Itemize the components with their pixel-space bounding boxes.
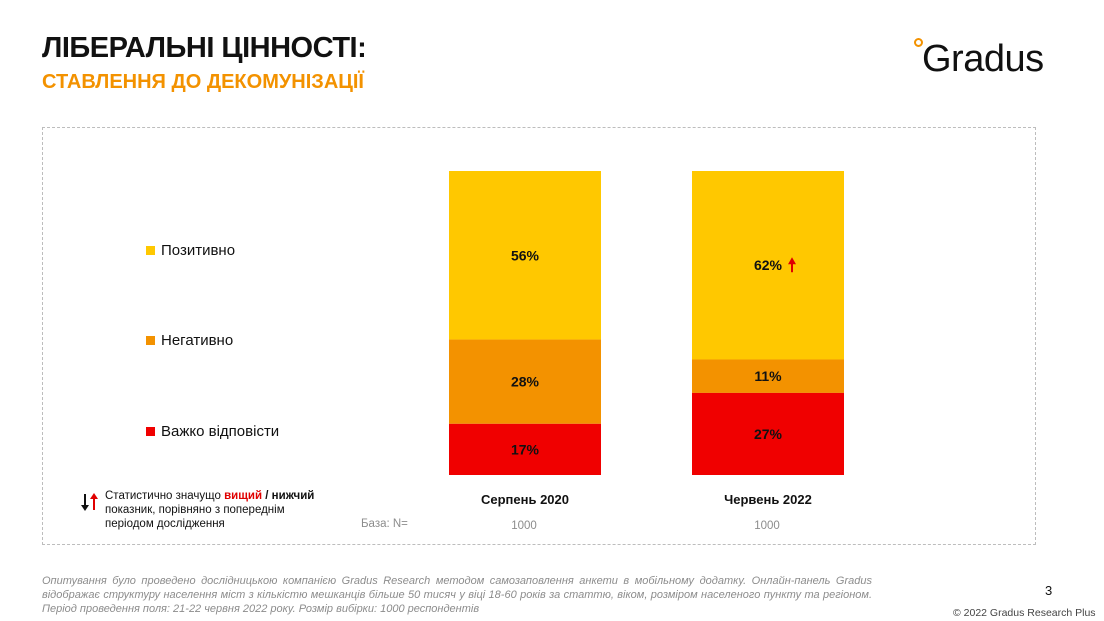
- note-prefix: Статистично значущо: [105, 490, 225, 502]
- legend-label-negative: Негативно: [161, 332, 234, 349]
- data-label-positive-1: 56%: [511, 247, 540, 263]
- category-label-1: Серпень 2020: [481, 492, 569, 507]
- category-label-2: Червень 2022: [724, 492, 812, 507]
- bar-segment-negative-2: [692, 359, 844, 393]
- legend-swatch-negative: [146, 336, 155, 345]
- note-higher: вищий: [224, 490, 263, 502]
- note-sep: /: [262, 490, 272, 502]
- legend-swatch-positive: [146, 246, 155, 255]
- note-rest: показник, порівняно з попереднім періодо…: [105, 504, 285, 530]
- page-title: ЛІБЕРАЛЬНІ ЦІННОСТІ:: [42, 32, 367, 64]
- legend-item-positive: Позитивно: [146, 242, 235, 259]
- logo-dot-icon: [914, 38, 923, 47]
- legend-label-positive: Позитивно: [161, 242, 236, 259]
- bar-segment-hard-to-say-2: [692, 392, 844, 475]
- significance-note: Статистично значущо вищий / нижчий показ…: [105, 489, 335, 531]
- gradus-logo: Gradus: [912, 36, 1062, 86]
- data-label-positive-2: 62%: [754, 257, 783, 273]
- data-label-hard-to-say-1: 17%: [511, 441, 540, 457]
- significance-arrows-icon: [81, 493, 98, 511]
- legend-item-negative: Негативно: [146, 332, 233, 349]
- legend-item-hard-to-say: Важко відповісти: [146, 423, 279, 440]
- bar-segment-positive-2: [692, 171, 844, 360]
- legend-label-hard-to-say: Важко відповісти: [161, 423, 280, 440]
- footer-methodology: Опитування було проведено дослідницькою …: [42, 575, 872, 615]
- page-subtitle: СТАВЛЕННЯ ДО ДЕКОМУНІЗАЦІЇ: [42, 71, 364, 93]
- data-label-negative-2: 11%: [754, 368, 782, 384]
- note-lower: нижчий: [271, 490, 315, 502]
- bar-segment-positive-1: [449, 171, 601, 340]
- data-label-hard-to-say-2: 27%: [754, 426, 783, 442]
- copyright: © 2022 Gradus Research Plus: [953, 607, 1096, 619]
- data-label-negative-1: 28%: [511, 374, 540, 390]
- legend-swatch-hard-to-say: [146, 427, 155, 436]
- bar-segment-negative-1: [449, 339, 601, 424]
- base-value-2: 1000: [754, 520, 780, 532]
- chart-frame: [42, 127, 1036, 545]
- base-label: База: N=: [361, 518, 408, 530]
- page-number: 3: [1045, 583, 1053, 598]
- bar-segment-hard-to-say-1: [449, 423, 601, 475]
- significance-up-arrow-icon: [788, 257, 796, 273]
- base-value-1: 1000: [511, 520, 537, 532]
- logo-text: Gradus: [922, 38, 1044, 80]
